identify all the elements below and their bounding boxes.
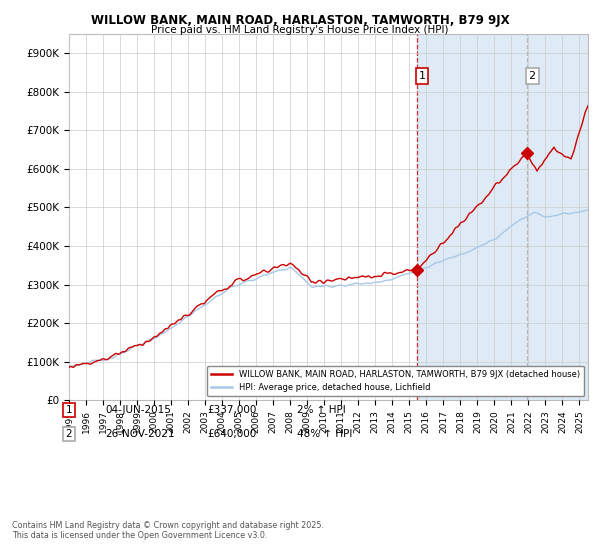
Text: Price paid vs. HM Land Registry's House Price Index (HPI): Price paid vs. HM Land Registry's House … <box>151 25 449 35</box>
Text: 2: 2 <box>65 429 73 439</box>
Text: Contains HM Land Registry data © Crown copyright and database right 2025.
This d: Contains HM Land Registry data © Crown c… <box>12 521 324 540</box>
Text: 1: 1 <box>65 405 73 415</box>
Text: 1: 1 <box>418 71 425 81</box>
Text: 26-NOV-2021: 26-NOV-2021 <box>105 429 175 439</box>
Text: 04-JUN-2015: 04-JUN-2015 <box>105 405 171 415</box>
Legend: WILLOW BANK, MAIN ROAD, HARLASTON, TAMWORTH, B79 9JX (detached house), HPI: Aver: WILLOW BANK, MAIN ROAD, HARLASTON, TAMWO… <box>207 366 584 396</box>
Text: £337,000: £337,000 <box>207 405 256 415</box>
Text: 2: 2 <box>529 71 536 81</box>
Text: 48% ↑ HPI: 48% ↑ HPI <box>297 429 352 439</box>
Text: £640,000: £640,000 <box>207 429 256 439</box>
Text: WILLOW BANK, MAIN ROAD, HARLASTON, TAMWORTH, B79 9JX: WILLOW BANK, MAIN ROAD, HARLASTON, TAMWO… <box>91 14 509 27</box>
Text: 2% ↑ HPI: 2% ↑ HPI <box>297 405 346 415</box>
Bar <box>416 34 588 400</box>
